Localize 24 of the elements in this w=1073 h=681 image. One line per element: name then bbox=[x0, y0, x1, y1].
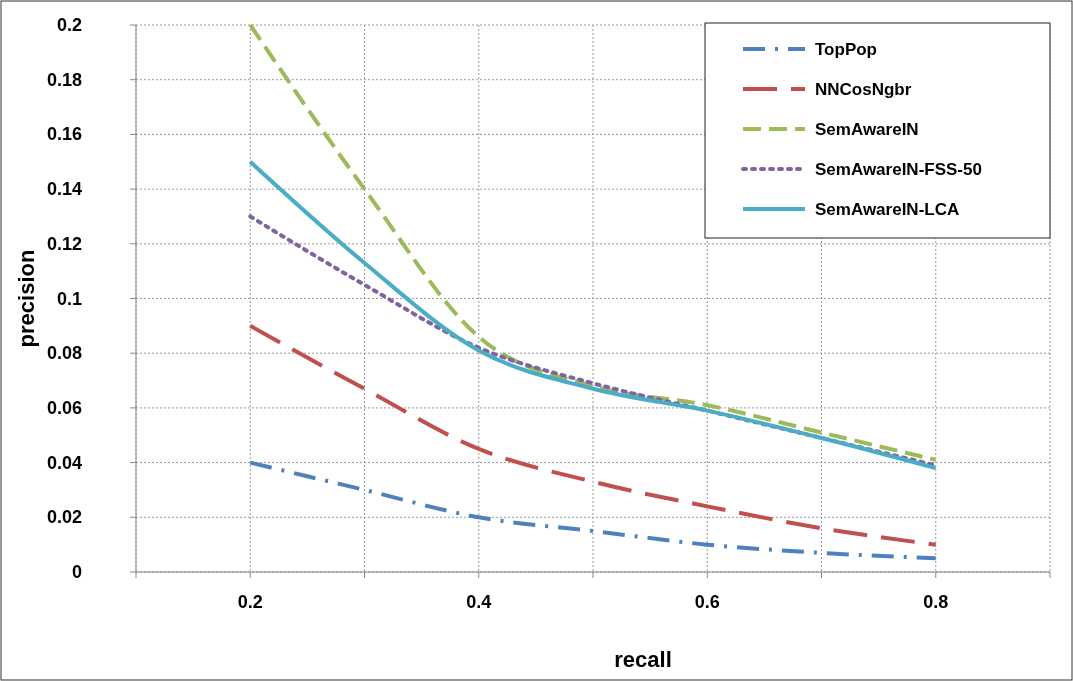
line-series bbox=[248, 460, 938, 561]
line-series bbox=[248, 323, 938, 547]
y-tick-label: 0.06 bbox=[46, 397, 82, 418]
y-tick-label: 0.04 bbox=[46, 452, 82, 473]
y-tick-label: 0.08 bbox=[46, 343, 82, 364]
y-tick-label: 0.12 bbox=[46, 233, 82, 254]
y-tick-label: 0.14 bbox=[46, 179, 82, 200]
x-tick-label: 0.2 bbox=[237, 592, 263, 612]
y-tick-label: 0.02 bbox=[46, 507, 82, 528]
legend-label: SemAwareIN bbox=[815, 120, 919, 139]
legend-label: NNCosNgbr bbox=[815, 80, 912, 99]
x-tick-label: 0.6 bbox=[694, 592, 720, 612]
x-tick-label: 0.8 bbox=[923, 592, 949, 612]
y-axis-title: precision bbox=[14, 249, 39, 348]
y-tick-label: 0.2 bbox=[56, 15, 82, 35]
y-tick-label: 0.18 bbox=[46, 69, 82, 90]
y-tick-label: 0.1 bbox=[56, 288, 82, 309]
x-tick-label: 0.4 bbox=[466, 592, 492, 612]
legend-label: SemAwareIN-FSS-50 bbox=[815, 160, 982, 179]
y-tick-label: 0.16 bbox=[46, 124, 82, 145]
y-tick-label: 0 bbox=[71, 562, 82, 582]
legend-label: TopPop bbox=[815, 40, 877, 59]
legend-label: SemAwareIN-LCA bbox=[815, 200, 960, 219]
x-axis-title: recall bbox=[614, 647, 672, 672]
